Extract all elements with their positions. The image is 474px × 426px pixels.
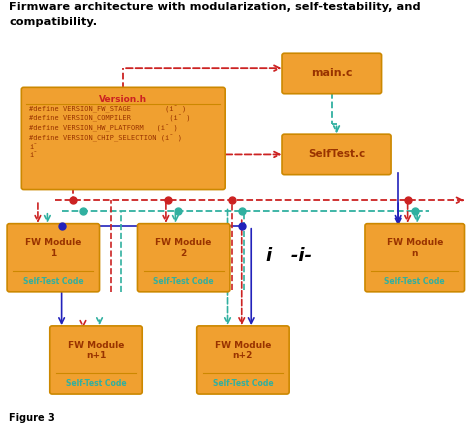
Text: FW Module
n+2: FW Module n+2 bbox=[215, 341, 271, 360]
Text: Version.h: Version.h bbox=[99, 95, 147, 104]
Text: Figure 3: Figure 3 bbox=[9, 413, 55, 423]
Text: main.c: main.c bbox=[311, 69, 353, 78]
Text: FW Module
1: FW Module 1 bbox=[25, 239, 82, 258]
FancyBboxPatch shape bbox=[282, 134, 391, 175]
Text: Firmware architecture with modularization, self-testability, and: Firmware architecture with modularizatio… bbox=[9, 2, 421, 12]
Text: FW Module
n+1: FW Module n+1 bbox=[68, 341, 124, 360]
FancyBboxPatch shape bbox=[50, 326, 142, 394]
Text: compatibility.: compatibility. bbox=[9, 17, 98, 27]
FancyBboxPatch shape bbox=[197, 326, 289, 394]
Text: FW Module
n: FW Module n bbox=[387, 239, 443, 258]
Text: Self-Test Code: Self-Test Code bbox=[154, 277, 214, 286]
FancyBboxPatch shape bbox=[137, 224, 230, 292]
FancyBboxPatch shape bbox=[7, 224, 100, 292]
Text: SelfTest.c: SelfTest.c bbox=[308, 150, 365, 159]
Text: #define VERSION_FW_STAGE        (i¯ )
#define VERSION_COMPILER         (i¯ )
#de: #define VERSION_FW_STAGE (i¯ ) #define V… bbox=[29, 105, 191, 158]
FancyBboxPatch shape bbox=[21, 87, 225, 190]
Text: Self-Test Code: Self-Test Code bbox=[66, 379, 126, 388]
Text: Self-Test Code: Self-Test Code bbox=[384, 277, 445, 286]
Text: i   -i-: i -i- bbox=[266, 247, 312, 265]
FancyBboxPatch shape bbox=[365, 224, 465, 292]
Text: Self-Test Code: Self-Test Code bbox=[23, 277, 83, 286]
Text: FW Module
2: FW Module 2 bbox=[155, 239, 212, 258]
Text: Self-Test Code: Self-Test Code bbox=[213, 379, 273, 388]
FancyBboxPatch shape bbox=[282, 53, 382, 94]
